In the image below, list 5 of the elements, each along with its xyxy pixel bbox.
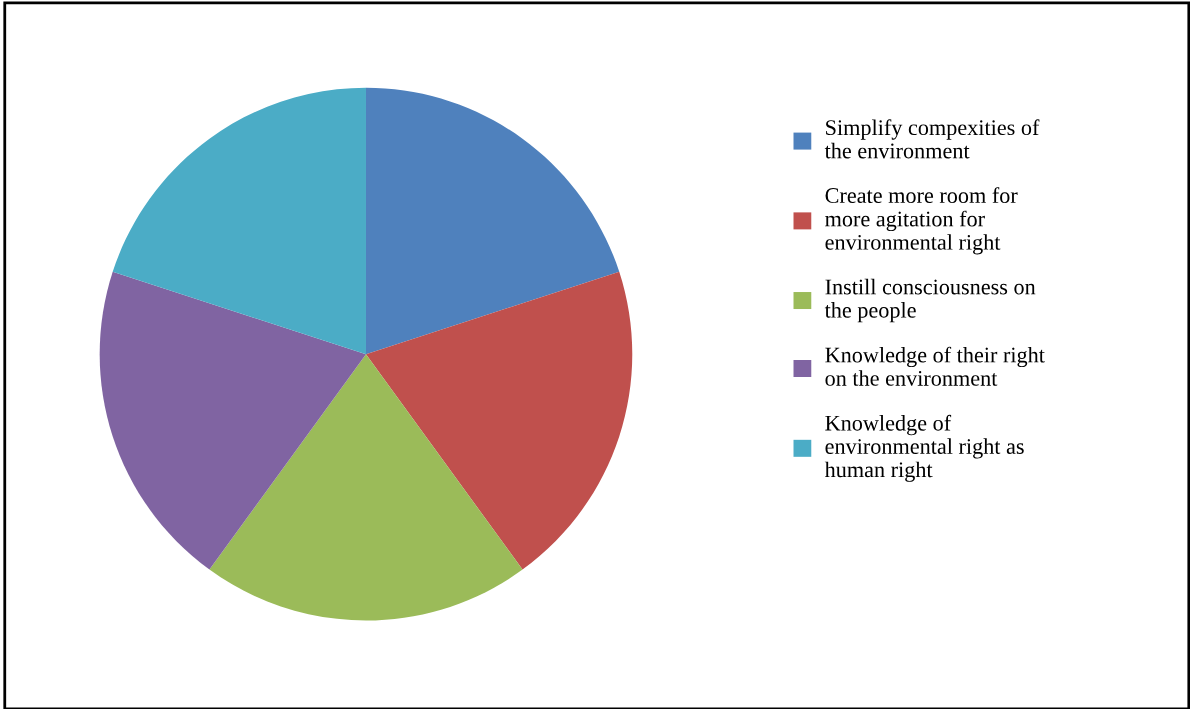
legend-label: Simplify compexities of the environment: [824, 119, 1040, 159]
legend-label: Knowledge of environmental right as human right: [824, 414, 1024, 482]
legend-label: Knowledge of their right on the environment: [825, 346, 1045, 386]
legend-label: Create more room for more agitation for environmental right: [825, 187, 1018, 255]
legend-label: Instill consciousness on the people: [824, 278, 1036, 323]
